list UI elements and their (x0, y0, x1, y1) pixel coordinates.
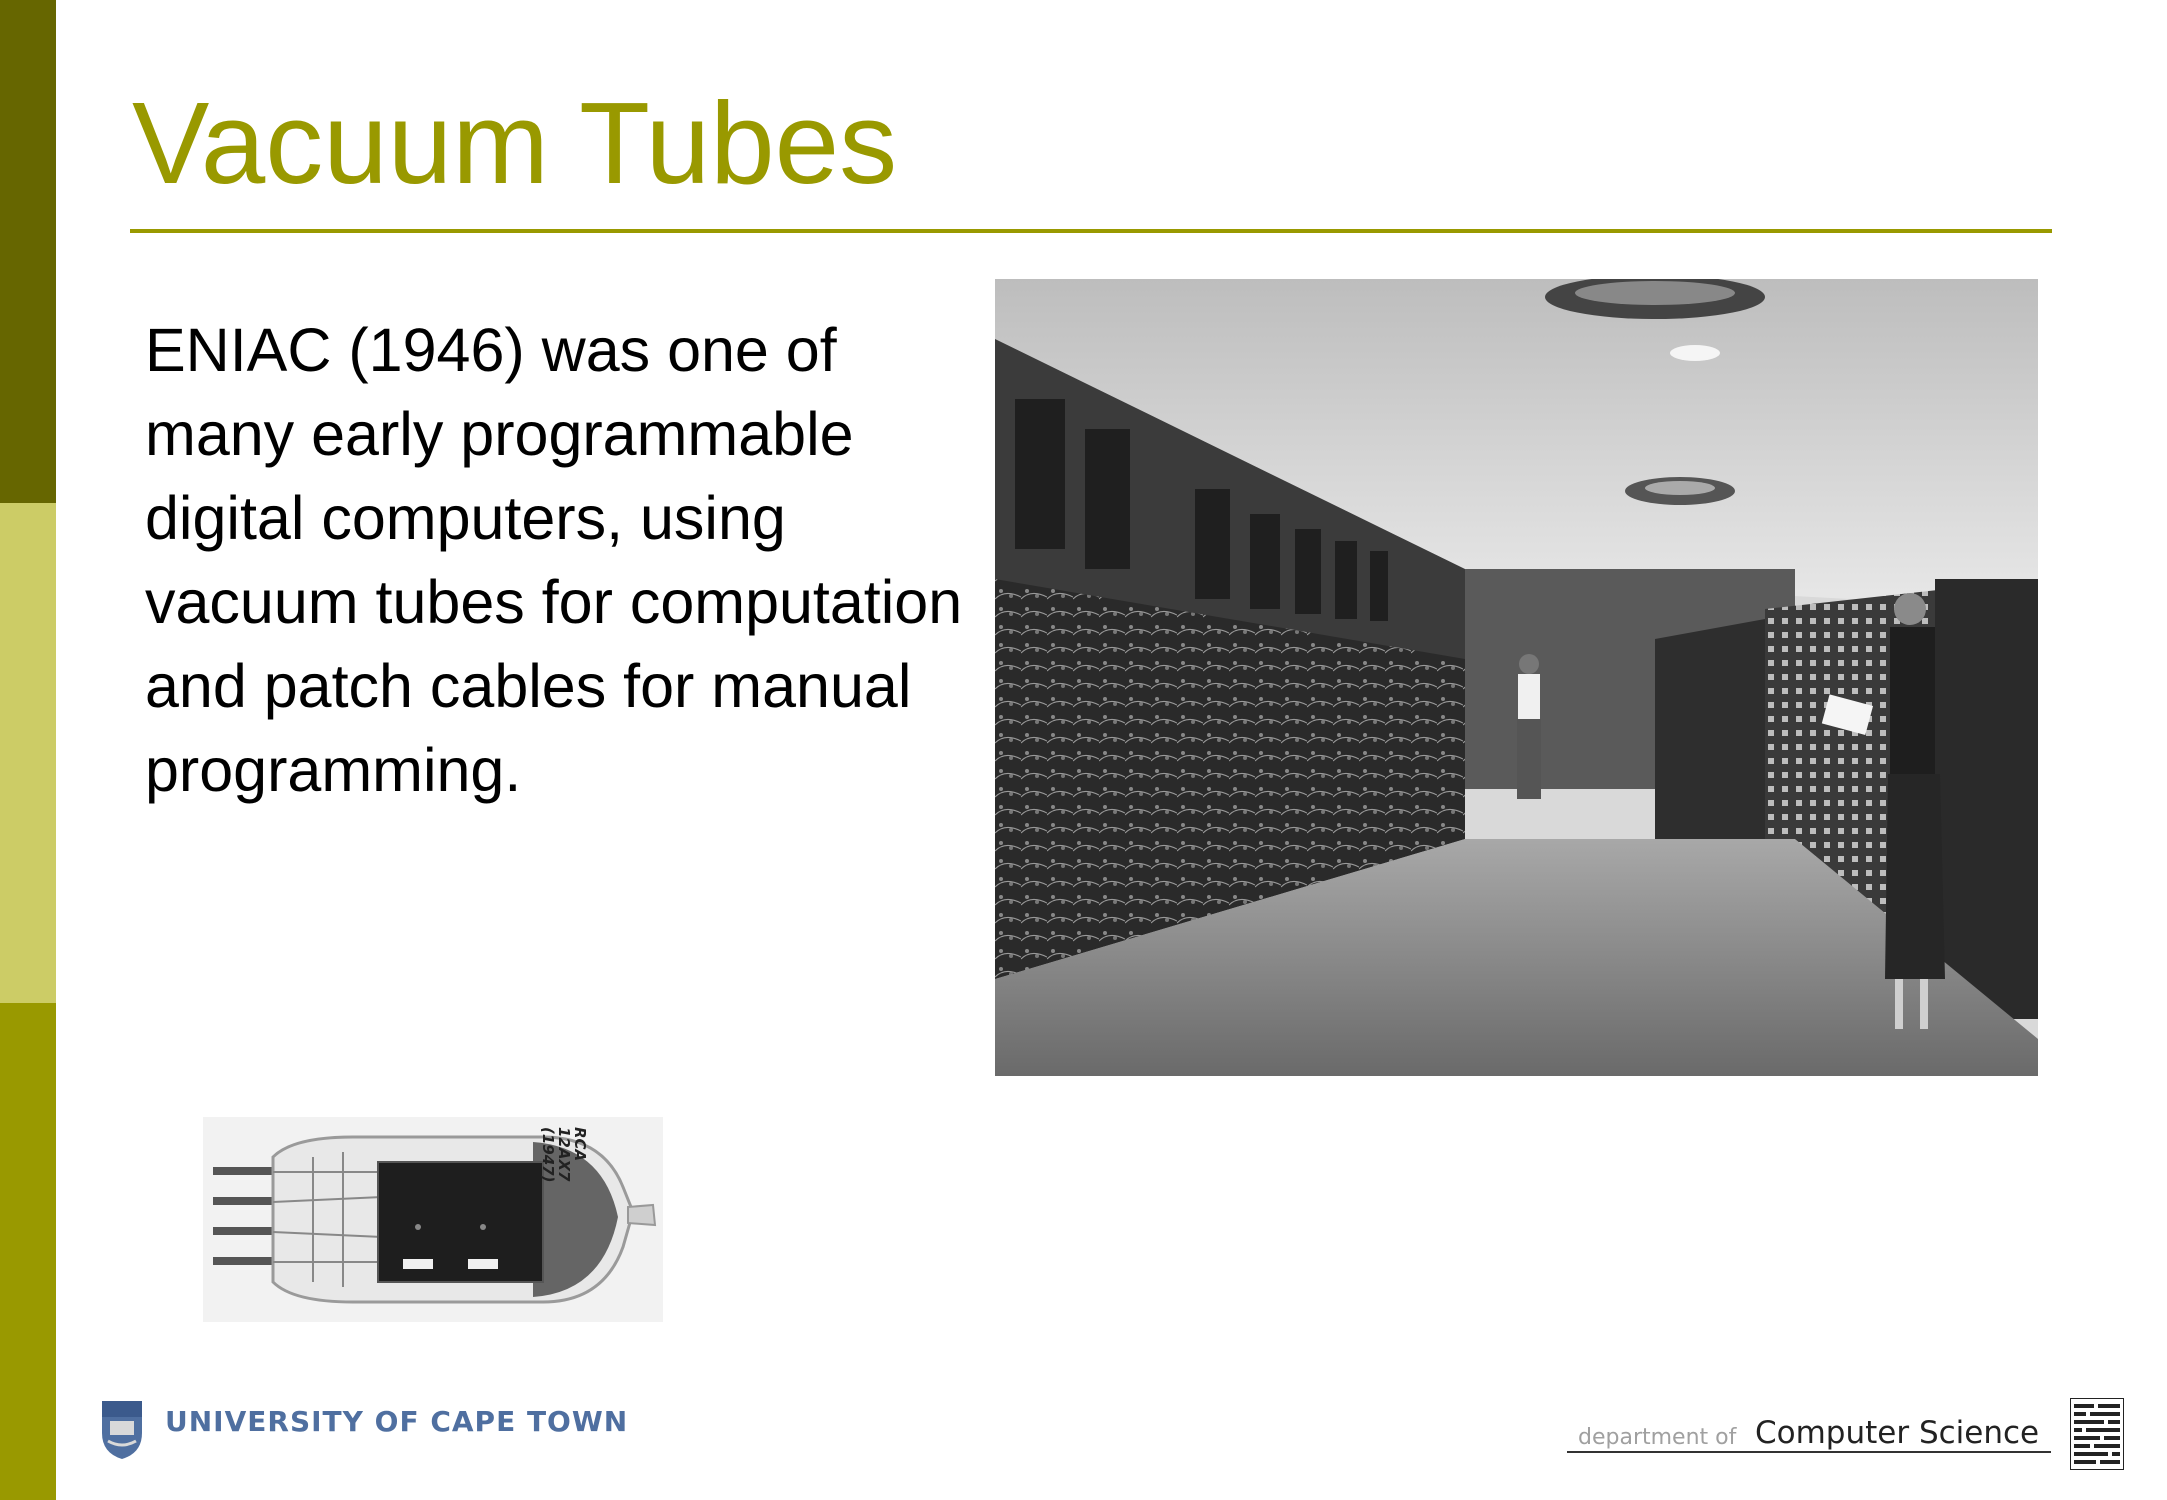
title-divider (130, 229, 2052, 233)
vacuum-tube-photo: RCA 12AX7 (1947) (203, 1117, 663, 1322)
slide-title: Vacuum Tubes (132, 78, 898, 208)
uct-crest-icon (98, 1397, 146, 1461)
tube-label: RCA 12AX7 (1947) (539, 1127, 589, 1183)
slide-body-text: ENIAC (1946) was one of many early progr… (145, 316, 963, 804)
side-bar-middle (0, 503, 56, 1003)
dept-prefix: department of (1578, 1425, 1737, 1450)
dept-underline (1567, 1451, 2051, 1453)
side-bar-top (0, 0, 56, 503)
eniac-photo (995, 279, 2038, 1076)
university-name: UNIVERSITY OF CAPE TOWN (165, 1405, 629, 1438)
dept-name: Computer Science (1755, 1415, 2040, 1451)
cs-logo-icon (2069, 1397, 2125, 1471)
side-bar-bottom (0, 1003, 56, 1500)
